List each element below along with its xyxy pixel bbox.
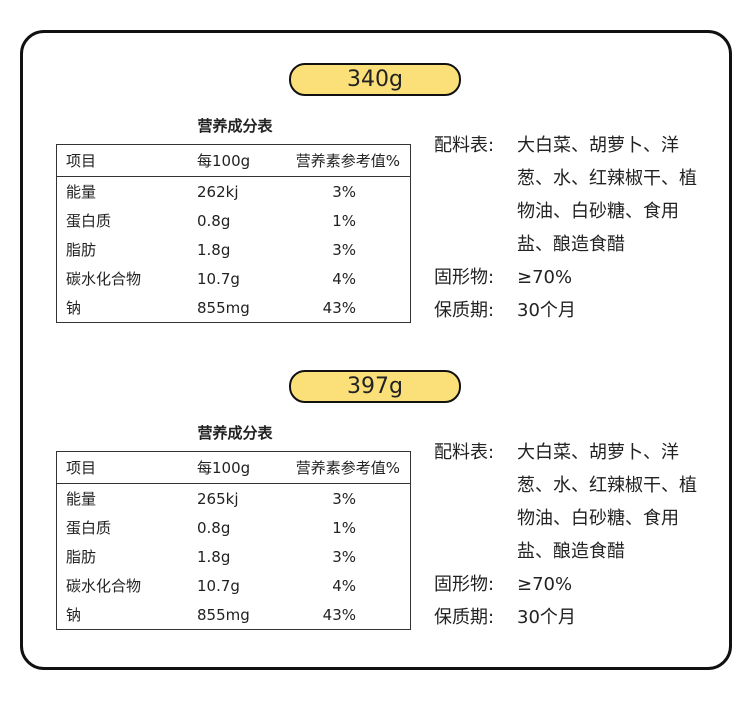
per-100g-value: 855mg — [197, 298, 250, 317]
info-label: 固形物: — [434, 574, 495, 595]
info-row: 固形物: ≥70% — [434, 568, 707, 601]
table-row: 能量 262kj 3% — [57, 177, 411, 207]
nrv-percent: 4% — [332, 269, 356, 288]
info-row: 配料表: 大白菜、胡萝卜、洋葱、水、红辣椒干、植物油、白砂糖、食用盐、酿造食醋 — [434, 129, 707, 261]
ingredients-info: 配料表: 大白菜、胡萝卜、洋葱、水、红辣椒干、植物油、白砂糖、食用盐、酿造食醋 … — [434, 436, 707, 634]
header-item: 项目 — [56, 144, 197, 177]
info-row: 固形物: ≥70% — [434, 261, 707, 294]
nutrition-table: 项目 每100g 营养素参考值% 能量 262kj 3% 蛋白质 0.8g 1%… — [56, 144, 411, 323]
nutrient-name: 能量 — [66, 490, 97, 508]
info-value: ≥70% — [517, 267, 573, 288]
nutrient-name: 脂肪 — [66, 241, 97, 259]
nutrient-name: 碳水化合物 — [66, 270, 142, 288]
header-per-100g: 每100g — [197, 144, 277, 177]
info-label: 保质期: — [434, 300, 495, 321]
per-100g-value: 855mg — [197, 605, 250, 624]
ingredients-info: 配料表: 大白菜、胡萝卜、洋葱、水、红辣椒干、植物油、白砂糖、食用盐、酿造食醋 … — [434, 129, 707, 327]
table-row: 脂肪 1.8g 3% — [57, 235, 411, 264]
nrv-percent: 3% — [332, 547, 356, 566]
nrv-percent: 3% — [332, 240, 356, 259]
nrv-percent: 1% — [332, 518, 356, 537]
per-100g-value: 0.8g — [197, 211, 231, 230]
nutrient-name: 蛋白质 — [66, 519, 112, 537]
nutrient-name: 蛋白质 — [66, 212, 112, 230]
info-label: 固形物: — [434, 267, 495, 288]
per-100g-value: 10.7g — [197, 576, 240, 595]
info-value: 大白菜、胡萝卜、洋葱、水、红辣椒干、植物油、白砂糖、食用盐、酿造食醋 — [517, 442, 697, 562]
table-title: 营养成分表 — [197, 424, 273, 442]
nrv-percent: 1% — [332, 211, 356, 230]
info-label: 配料表: — [434, 135, 495, 156]
weight-badge: 397g — [289, 370, 461, 403]
nutrient-name: 钠 — [66, 299, 82, 317]
product-section: 397g 营养成分表 项目 每100g 营养素参考值% 能量 265kj 3% … — [0, 370, 750, 670]
per-100g-value: 262kj — [197, 182, 239, 201]
header-item: 项目 — [56, 451, 197, 484]
info-row: 配料表: 大白菜、胡萝卜、洋葱、水、红辣椒干、植物油、白砂糖、食用盐、酿造食醋 — [434, 436, 707, 568]
info-value: 大白菜、胡萝卜、洋葱、水、红辣椒干、植物油、白砂糖、食用盐、酿造食醋 — [517, 135, 697, 255]
per-100g-value: 265kj — [197, 489, 239, 508]
nrv-percent: 43% — [322, 605, 356, 624]
header-nrv: 营养素参考值% — [277, 451, 411, 484]
per-100g-value: 10.7g — [197, 269, 240, 288]
nrv-percent: 3% — [332, 182, 356, 201]
nrv-percent: 43% — [322, 298, 356, 317]
table-row: 钠 855mg 43% — [57, 600, 411, 630]
nutrient-name: 钠 — [66, 606, 82, 624]
info-row: 保质期: 30个月 — [434, 294, 707, 327]
info-value: 30个月 — [517, 607, 576, 628]
weight-badge: 340g — [289, 63, 461, 96]
nrv-percent: 4% — [332, 576, 356, 595]
info-label: 配料表: — [434, 442, 495, 463]
table-row: 碳水化合物 10.7g 4% — [57, 264, 411, 293]
info-value: 30个月 — [517, 300, 576, 321]
nrv-percent: 3% — [332, 489, 356, 508]
product-section: 340g 营养成分表 项目 每100g 营养素参考值% 能量 262kj 3% … — [0, 63, 750, 363]
nutrient-name: 脂肪 — [66, 548, 97, 566]
table-row: 能量 265kj 3% — [57, 484, 411, 514]
nutrient-name: 碳水化合物 — [66, 577, 142, 595]
product-info-card — [20, 30, 732, 670]
per-100g-value: 1.8g — [197, 547, 231, 566]
per-100g-value: 1.8g — [197, 240, 231, 259]
info-row: 保质期: 30个月 — [434, 601, 707, 634]
nutrient-name: 能量 — [66, 183, 97, 201]
nutrition-table: 项目 每100g 营养素参考值% 能量 265kj 3% 蛋白质 0.8g 1%… — [56, 451, 411, 630]
table-row: 碳水化合物 10.7g 4% — [57, 571, 411, 600]
header-nrv: 营养素参考值% — [277, 144, 411, 177]
header-per-100g: 每100g — [197, 451, 277, 484]
table-row: 钠 855mg 43% — [57, 293, 411, 323]
info-label: 保质期: — [434, 607, 495, 628]
table-row: 脂肪 1.8g 3% — [57, 542, 411, 571]
per-100g-value: 0.8g — [197, 518, 231, 537]
info-value: ≥70% — [517, 574, 573, 595]
table-row: 蛋白质 0.8g 1% — [57, 206, 411, 235]
table-title: 营养成分表 — [197, 117, 273, 135]
table-row: 蛋白质 0.8g 1% — [57, 513, 411, 542]
